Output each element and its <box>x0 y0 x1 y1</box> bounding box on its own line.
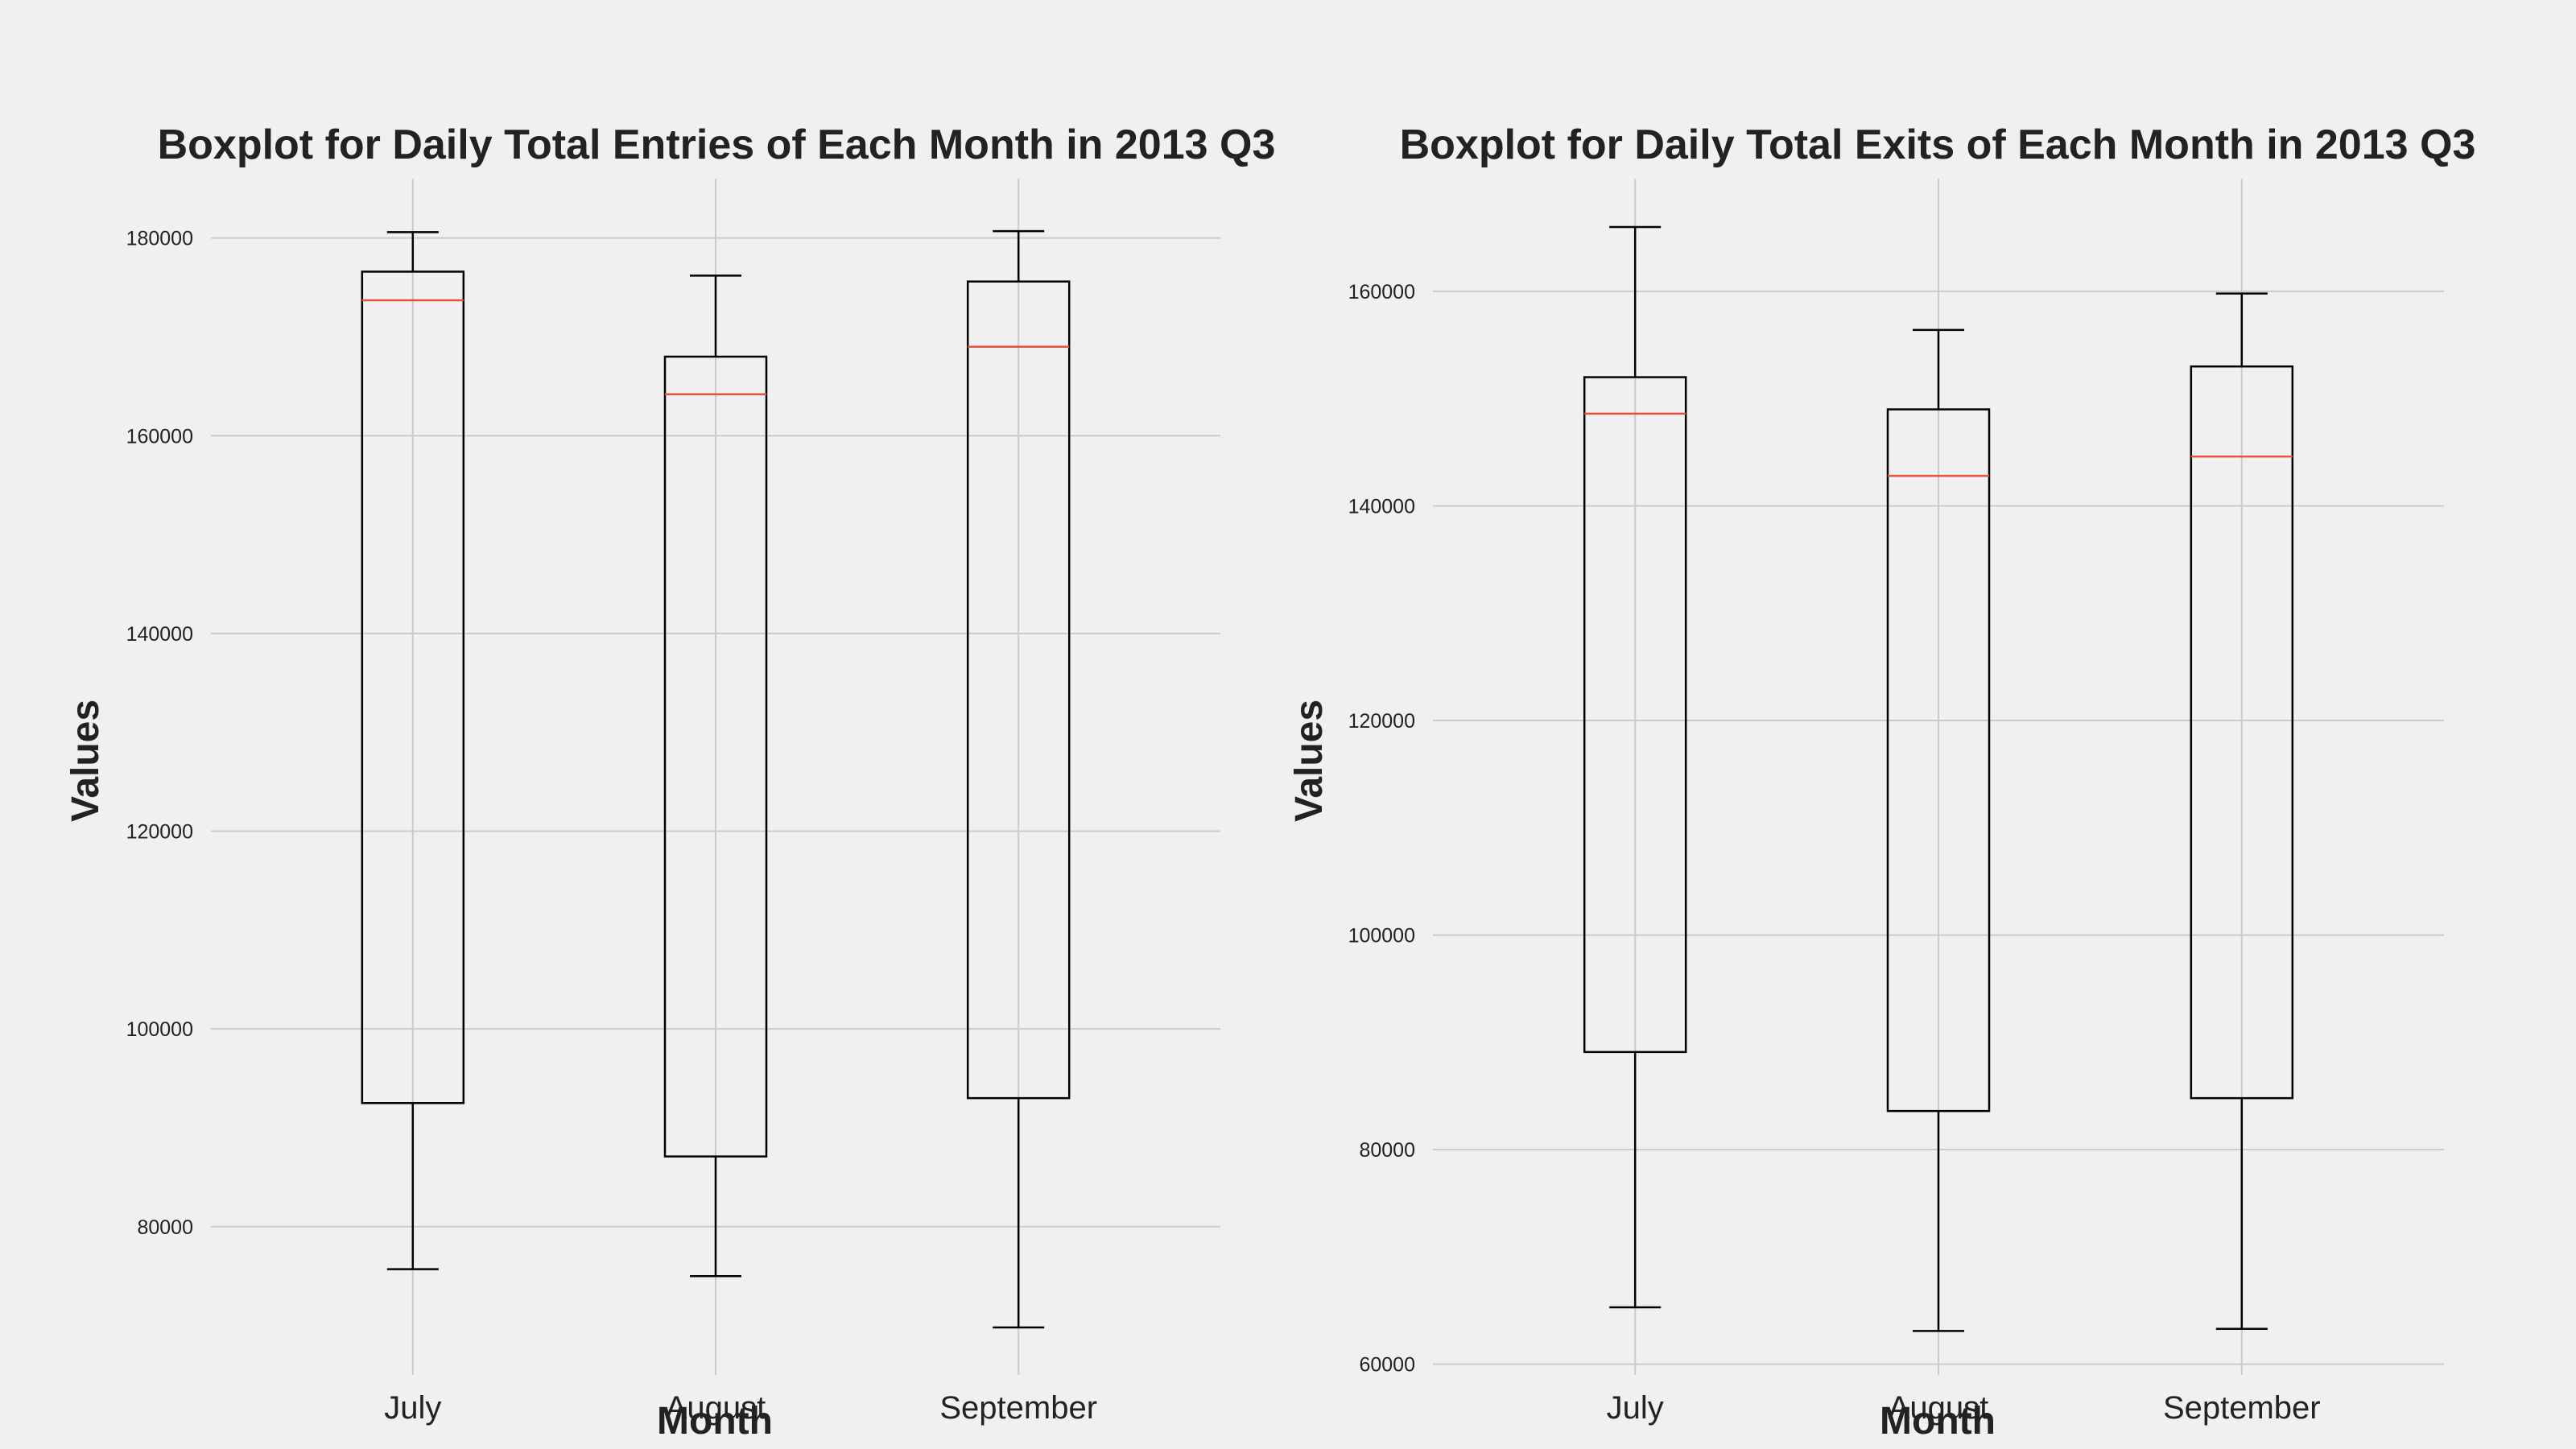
iqr-box <box>966 280 1071 1100</box>
y-tick-label: 100000 <box>1348 925 1415 947</box>
x-tick-label: September <box>2163 1390 2321 1426</box>
y-tick-label: 180000 <box>126 228 193 250</box>
x-axis-label: Month <box>1880 1400 1996 1443</box>
y-axis-label: Values <box>1288 700 1331 822</box>
y-axis-label: Values <box>64 700 107 822</box>
iqr-box <box>1886 408 1991 1113</box>
y-tick-label: 60000 <box>1359 1354 1415 1377</box>
box-september <box>2190 292 2294 1330</box>
box-august <box>663 275 768 1278</box>
y-tick-label: 140000 <box>1348 495 1415 518</box>
x-tick-label: August <box>1889 1390 1989 1426</box>
iqr-box <box>2190 365 2294 1100</box>
x-tick-label: July <box>1607 1390 1664 1426</box>
y-tick-label: 100000 <box>126 1018 193 1041</box>
chart-title: Boxplot for Daily Total Entries of Each … <box>158 122 1276 168</box>
y-tick-label: 120000 <box>1348 710 1415 733</box>
x-axis-label: Month <box>657 1400 773 1443</box>
chart-title: Boxplot for Daily Total Exits of Each Mo… <box>1400 122 2476 168</box>
x-tick-label: August <box>666 1390 766 1426</box>
y-tick-label: 160000 <box>1348 281 1415 303</box>
x-tick-label: September <box>939 1390 1097 1426</box>
x-tick-label: July <box>384 1390 441 1426</box>
box-july <box>361 231 465 1270</box>
exits-boxplot-chart: 60000 80000 100000 120000 140000 160000 July Au… <box>1288 122 2476 1443</box>
iqr-box <box>361 270 465 1104</box>
iqr-box <box>1583 376 1687 1054</box>
box-september <box>966 229 1071 1329</box>
y-tick-label: 80000 <box>137 1216 193 1239</box>
y-tick-label: 80000 <box>1359 1139 1415 1162</box>
iqr-box <box>663 355 768 1158</box>
entries-boxplot-chart: 80000 100000 120000 140000 160000 180000 July A… <box>64 122 1276 1443</box>
box-august <box>1886 328 1991 1332</box>
y-tick-label: 160000 <box>126 425 193 448</box>
y-tick-label: 120000 <box>126 821 193 844</box>
y-tick-label: 140000 <box>126 623 193 646</box>
box-july <box>1583 225 1687 1309</box>
